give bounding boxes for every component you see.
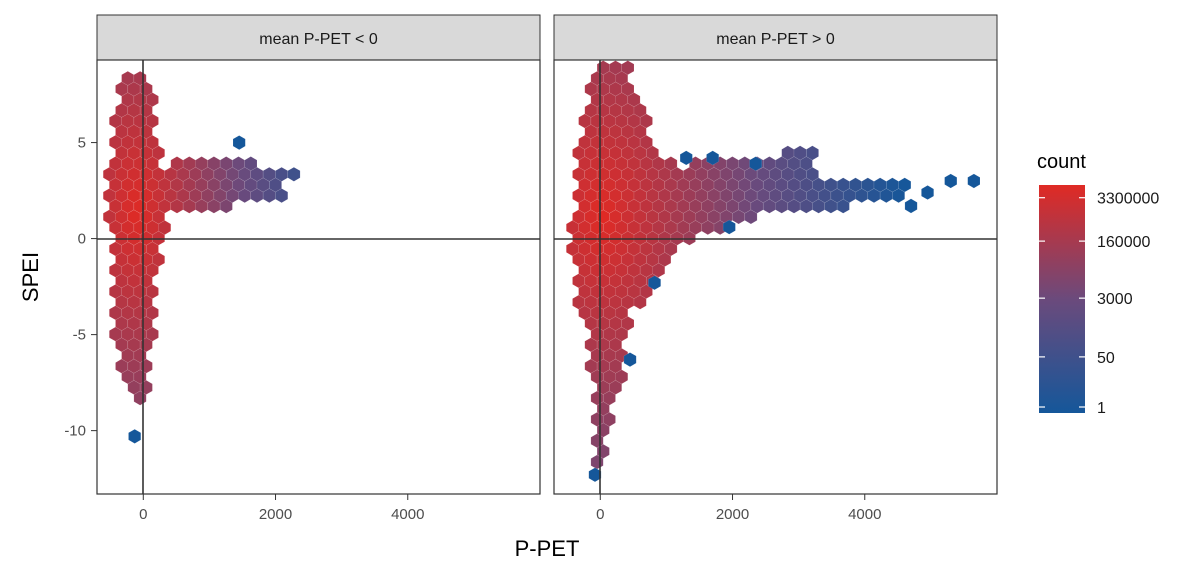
panel-left: mean P-PET < 0 [96,14,541,495]
y-tick-label: -10 [64,423,86,440]
hex-bin [128,429,142,444]
legend: count 3300000 160000 3000 50 1 [1037,151,1159,417]
x-axis: 0 2000 4000 0 2000 4000 [139,494,881,523]
legend-label: 3000 [1097,291,1133,308]
hex-bin [664,156,678,171]
y-tick-label: 0 [78,231,86,248]
legend-label: 3300000 [1097,191,1159,208]
hex-bin [232,135,246,150]
hex-bin [749,156,762,172]
hex-bin [898,177,912,193]
hex-bin [679,150,693,166]
strip-left [96,14,541,61]
hex-bin [806,145,819,161]
hex-bin [287,166,301,182]
hex-bin [588,467,602,483]
x-tick-label: 2000 [259,506,292,523]
plot-area-left [97,60,540,494]
hex-bin [648,275,661,291]
legend-label: 50 [1097,350,1115,367]
y-tick-label: -5 [73,327,86,344]
x-axis-title: P-PET [515,536,580,561]
x-tick-label: 4000 [848,506,881,523]
legend-label: 1 [1097,400,1106,417]
hex-bin [244,156,258,171]
x-tick-label: 0 [596,506,604,523]
y-axis-title: SPEI [18,252,43,302]
hex-bin [967,173,981,189]
x-tick-label: 0 [139,506,147,523]
x-tick-label: 4000 [391,506,424,523]
hex-bin [722,219,736,235]
strip-label-right: mean P-PET > 0 [716,31,835,48]
y-axis: 5 0 -5 -10 [64,135,97,440]
legend-title: count [1037,151,1086,173]
x-tick-label: 2000 [716,506,749,523]
legend-ticks: 3300000 160000 3000 50 1 [1039,191,1159,417]
legend-label: 160000 [1097,234,1150,251]
hex-bin [621,60,635,76]
hex-bin [921,185,934,200]
y-tick-label: 5 [78,135,86,152]
legend-colorbar [1039,185,1085,413]
hex-bin [944,173,958,189]
strip-label-left: mean P-PET < 0 [259,31,378,48]
hex-bin [904,198,918,214]
panel-right: mean P-PET > 0 [553,14,998,495]
panel-border-right [553,59,998,495]
hex-bin [706,150,719,166]
panel-border-left [96,59,541,495]
hex-bin [623,352,637,367]
